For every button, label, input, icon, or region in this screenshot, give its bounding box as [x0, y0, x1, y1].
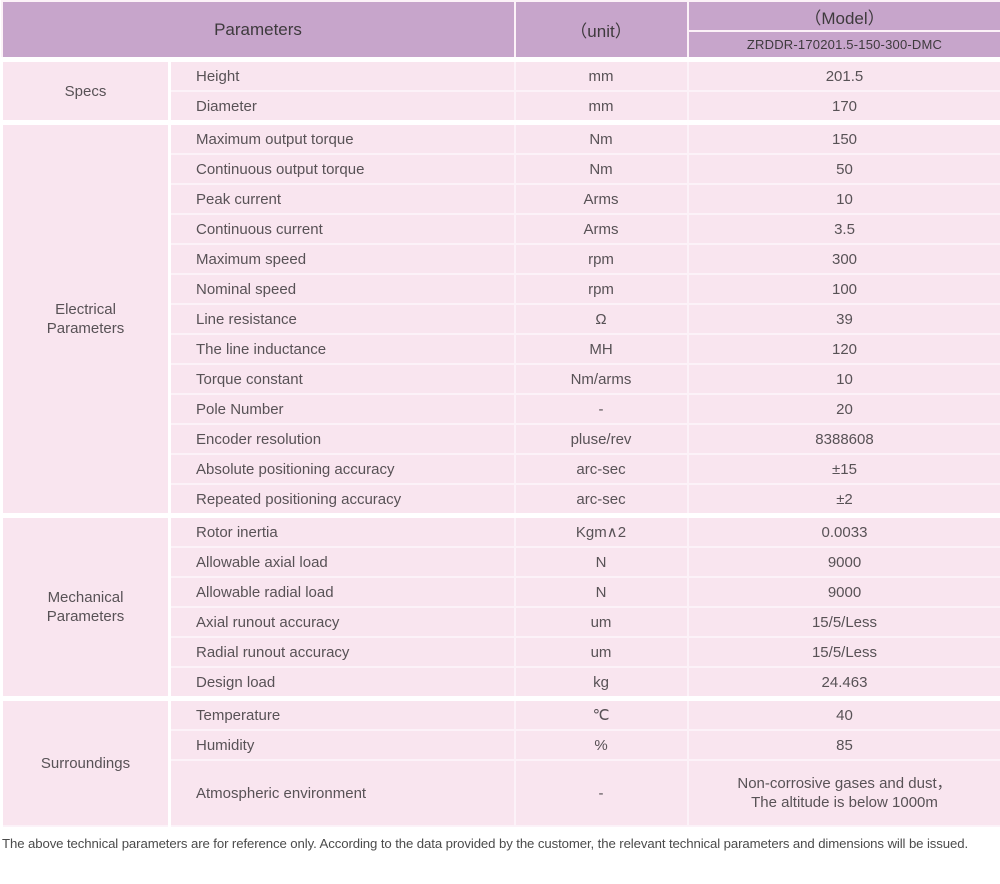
param-value-cell: 300 — [686, 243, 1000, 275]
parameters-header-cell: Parameters — [0, 0, 516, 61]
param-unit-cell: mm — [513, 57, 689, 92]
param-unit-cell: um — [513, 636, 689, 668]
param-unit-cell: arc-sec — [513, 453, 689, 485]
param-value-cell: Non-corrosive gases and dust， The altitu… — [686, 759, 1000, 827]
param-unit-cell: Arms — [513, 183, 689, 215]
param-value-cell: 15/5/Less — [686, 606, 1000, 638]
param-value-cell: 85 — [686, 729, 1000, 761]
param-unit-cell: rpm — [513, 243, 689, 275]
param-unit-cell: pluse/rev — [513, 423, 689, 455]
param-name-cell: Absolute positioning accuracy — [168, 453, 516, 485]
param-unit-cell: Arms — [513, 213, 689, 245]
param-name-cell: Maximum speed — [168, 243, 516, 275]
param-value-cell: 170 — [686, 90, 1000, 124]
param-name-cell: Repeated positioning accuracy — [168, 483, 516, 517]
model-header-cell: （Model） — [686, 0, 1000, 33]
param-name-cell: Torque constant — [168, 363, 516, 395]
param-name-cell: Peak current — [168, 183, 516, 215]
section-label: Electrical Parameters — [0, 120, 171, 517]
param-name-cell: Continuous current — [168, 213, 516, 245]
param-value-cell: 15/5/Less — [686, 636, 1000, 668]
param-unit-cell: rpm — [513, 273, 689, 305]
param-unit-cell: N — [513, 576, 689, 608]
param-unit-cell: ℃ — [513, 696, 689, 731]
footer-note: The above technical parameters are for r… — [2, 836, 969, 851]
param-unit-cell: kg — [513, 666, 689, 700]
section-label: Surroundings — [0, 696, 171, 827]
param-unit-cell: % — [513, 729, 689, 761]
param-value-cell: 40 — [686, 696, 1000, 731]
param-name-cell: Humidity — [168, 729, 516, 761]
param-unit-cell: Nm/arms — [513, 363, 689, 395]
param-name-cell: Maximum output torque — [168, 120, 516, 155]
unit-header-cell: （unit） — [513, 0, 689, 61]
param-name-cell: Pole Number — [168, 393, 516, 425]
section-label: Specs — [0, 57, 171, 124]
param-value-cell: 0.0033 — [686, 513, 1000, 548]
param-unit-cell: Ω — [513, 303, 689, 335]
param-name-cell: Height — [168, 57, 516, 92]
spec-table-body: Specs Height mm 201.5 Diameter mm 170 Electrica… — [0, 57, 1000, 827]
section-label: Mechanical Parameters — [0, 513, 171, 700]
param-value-cell: 10 — [686, 183, 1000, 215]
param-name-cell: Diameter — [168, 90, 516, 124]
spec-table-header: Parameters （unit） （Model） ZRDDR-170201.5… — [0, 0, 1000, 61]
param-name-cell: Rotor inertia — [168, 513, 516, 548]
param-name-cell: Design load — [168, 666, 516, 700]
param-value-cell: 150 — [686, 120, 1000, 155]
param-name-cell: Allowable radial load — [168, 576, 516, 608]
param-unit-cell: Nm — [513, 120, 689, 155]
param-unit-cell: - — [513, 759, 689, 827]
param-value-cell: 9000 — [686, 576, 1000, 608]
param-name-cell: Line resistance — [168, 303, 516, 335]
model-number-cell: ZRDDR-170201.5-150-300-DMC — [686, 30, 1000, 61]
param-value-cell: 50 — [686, 153, 1000, 185]
param-name-cell: Continuous output torque — [168, 153, 516, 185]
param-unit-cell: Kgm∧2 — [513, 513, 689, 548]
param-name-cell: Allowable axial load — [168, 546, 516, 578]
param-value-cell: ±2 — [686, 483, 1000, 517]
param-value-cell: 100 — [686, 273, 1000, 305]
param-value-cell: 24.463 — [686, 666, 1000, 700]
param-unit-cell: MH — [513, 333, 689, 365]
param-name-cell: Encoder resolution — [168, 423, 516, 455]
param-value-cell: 39 — [686, 303, 1000, 335]
spec-table: Parameters （unit） （Model） ZRDDR-170201.5… — [0, 0, 1000, 827]
param-name-cell: Atmospheric environment — [168, 759, 516, 827]
param-value-cell: 120 — [686, 333, 1000, 365]
param-name-cell: Axial runout accuracy — [168, 606, 516, 638]
param-unit-cell: - — [513, 393, 689, 425]
param-value-cell: 20 — [686, 393, 1000, 425]
param-unit-cell: um — [513, 606, 689, 638]
param-name-cell: Radial runout accuracy — [168, 636, 516, 668]
param-value-cell: ±15 — [686, 453, 1000, 485]
param-name-cell: The line inductance — [168, 333, 516, 365]
param-unit-cell: arc-sec — [513, 483, 689, 517]
param-value-cell: 8388608 — [686, 423, 1000, 455]
param-value-cell: 201.5 — [686, 57, 1000, 92]
param-unit-cell: Nm — [513, 153, 689, 185]
param-name-cell: Temperature — [168, 696, 516, 731]
param-name-cell: Nominal speed — [168, 273, 516, 305]
param-value-cell: 9000 — [686, 546, 1000, 578]
param-value-cell: 3.5 — [686, 213, 1000, 245]
param-unit-cell: N — [513, 546, 689, 578]
param-unit-cell: mm — [513, 90, 689, 124]
param-value-cell: 10 — [686, 363, 1000, 395]
